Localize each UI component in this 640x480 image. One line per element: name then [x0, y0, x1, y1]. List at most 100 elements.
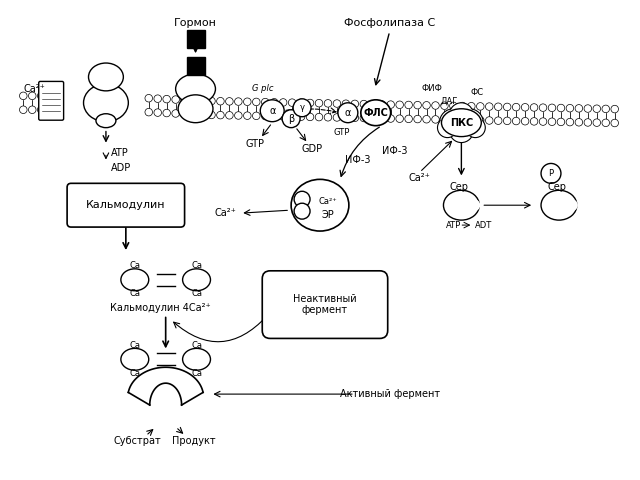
Circle shape [522, 118, 529, 125]
Circle shape [495, 117, 502, 124]
Circle shape [244, 112, 251, 120]
Bar [157, 353, 175, 365]
Ellipse shape [178, 95, 213, 123]
Circle shape [28, 106, 36, 114]
Text: ADP: ADP [111, 163, 131, 173]
Circle shape [548, 104, 556, 112]
Ellipse shape [175, 74, 216, 104]
Circle shape [262, 98, 269, 106]
Circle shape [324, 99, 332, 107]
Text: ПКС: ПКС [450, 118, 473, 128]
Circle shape [584, 105, 591, 112]
Circle shape [541, 164, 561, 183]
Text: Продукт: Продукт [172, 436, 216, 446]
Text: ФИФ: ФИФ [421, 84, 442, 94]
Circle shape [405, 101, 412, 109]
Circle shape [449, 103, 474, 127]
Circle shape [513, 103, 520, 111]
Text: Кальмодулин: Кальмодулин [86, 200, 166, 210]
Circle shape [369, 114, 376, 122]
Circle shape [396, 101, 403, 108]
Ellipse shape [84, 84, 129, 122]
Circle shape [602, 119, 609, 127]
Circle shape [504, 103, 511, 111]
Text: Ca: Ca [191, 261, 202, 270]
Circle shape [208, 111, 215, 119]
Circle shape [360, 100, 367, 108]
Circle shape [324, 113, 332, 121]
Circle shape [369, 100, 376, 108]
Circle shape [387, 115, 394, 122]
Circle shape [351, 100, 358, 108]
Circle shape [495, 103, 502, 110]
Circle shape [584, 119, 591, 126]
Circle shape [566, 119, 573, 126]
Text: ADT: ADT [475, 221, 492, 229]
Text: Ca: Ca [191, 369, 202, 378]
Text: ДАГ: ДАГ [441, 96, 458, 105]
Text: ФС: ФС [471, 88, 484, 97]
Circle shape [432, 102, 439, 109]
Circle shape [154, 109, 161, 116]
Ellipse shape [282, 110, 300, 128]
Circle shape [557, 104, 564, 112]
Ellipse shape [182, 269, 211, 291]
Circle shape [298, 113, 305, 120]
Circle shape [522, 104, 529, 111]
Circle shape [423, 116, 430, 123]
Circle shape [441, 102, 448, 109]
Ellipse shape [444, 190, 479, 220]
Ellipse shape [291, 180, 349, 231]
Circle shape [19, 106, 27, 114]
Circle shape [414, 101, 421, 109]
Circle shape [396, 115, 403, 122]
Circle shape [172, 96, 179, 103]
Circle shape [611, 119, 618, 127]
Circle shape [387, 101, 394, 108]
Ellipse shape [560, 198, 578, 212]
Circle shape [294, 192, 310, 207]
Ellipse shape [121, 348, 148, 370]
Text: Ca²⁺: Ca²⁺ [408, 173, 431, 183]
Text: Неактивный
фермент: Неактивный фермент [293, 294, 356, 315]
Circle shape [450, 102, 457, 109]
Ellipse shape [440, 108, 483, 138]
Text: ИФ-3: ИФ-3 [382, 145, 408, 156]
Ellipse shape [121, 269, 148, 291]
Circle shape [593, 105, 600, 112]
Circle shape [440, 109, 467, 137]
Circle shape [46, 106, 54, 114]
Circle shape [486, 103, 493, 110]
Circle shape [459, 102, 466, 110]
Ellipse shape [88, 63, 124, 91]
Text: Ca²⁺: Ca²⁺ [214, 208, 236, 218]
Circle shape [235, 98, 242, 105]
Circle shape [557, 118, 564, 126]
Ellipse shape [96, 114, 116, 128]
Circle shape [351, 114, 358, 121]
Text: Сер: Сер [547, 182, 566, 192]
Circle shape [468, 116, 475, 124]
Text: Кальмодулин 4Ca²⁺: Кальмодулин 4Ca²⁺ [110, 302, 211, 312]
Circle shape [294, 203, 310, 219]
Text: Субстрат: Субстрат [114, 436, 162, 446]
Circle shape [253, 98, 260, 106]
Circle shape [504, 117, 511, 125]
Circle shape [513, 117, 520, 125]
Text: GTP: GTP [246, 139, 265, 149]
Circle shape [540, 118, 547, 125]
Text: ИФ-3: ИФ-3 [345, 156, 371, 166]
Circle shape [405, 115, 412, 123]
Circle shape [593, 119, 600, 126]
Circle shape [271, 98, 278, 106]
Circle shape [602, 105, 609, 113]
Ellipse shape [462, 198, 480, 212]
Text: GDP: GDP [301, 144, 323, 154]
Circle shape [307, 113, 314, 120]
Circle shape [342, 100, 349, 108]
Text: α: α [269, 106, 275, 116]
Circle shape [244, 98, 251, 106]
Circle shape [199, 97, 206, 105]
Text: GTP: GTP [333, 128, 350, 137]
Circle shape [181, 110, 188, 118]
